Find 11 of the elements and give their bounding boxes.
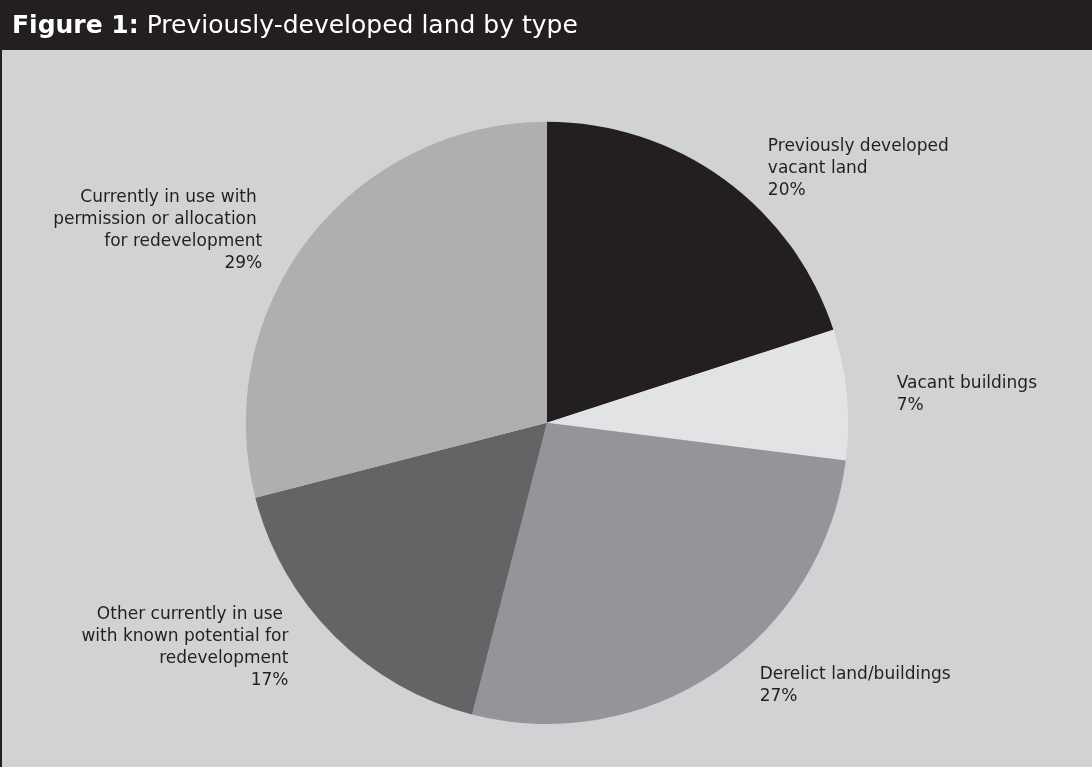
data-label: 7%: [896, 394, 924, 415]
data-label: 29%: [224, 252, 263, 273]
slice-label: Derelict land/buildings: [759, 663, 951, 684]
data-label: 27%: [759, 685, 798, 706]
slice-label: Previously developed vacant land: [767, 135, 955, 178]
chart-title: Figure 1: Previously-developed land by type: [0, 0, 1092, 50]
slice-label: Vacant buildings: [896, 372, 1038, 393]
data-label: 17%: [250, 669, 289, 690]
slice-label: Other currently in use with known potential for redevelopment: [81, 603, 289, 668]
slice-label: Currently in use with permission or allocation for redevelopment: [53, 186, 263, 251]
data-label: 20%: [767, 179, 806, 200]
